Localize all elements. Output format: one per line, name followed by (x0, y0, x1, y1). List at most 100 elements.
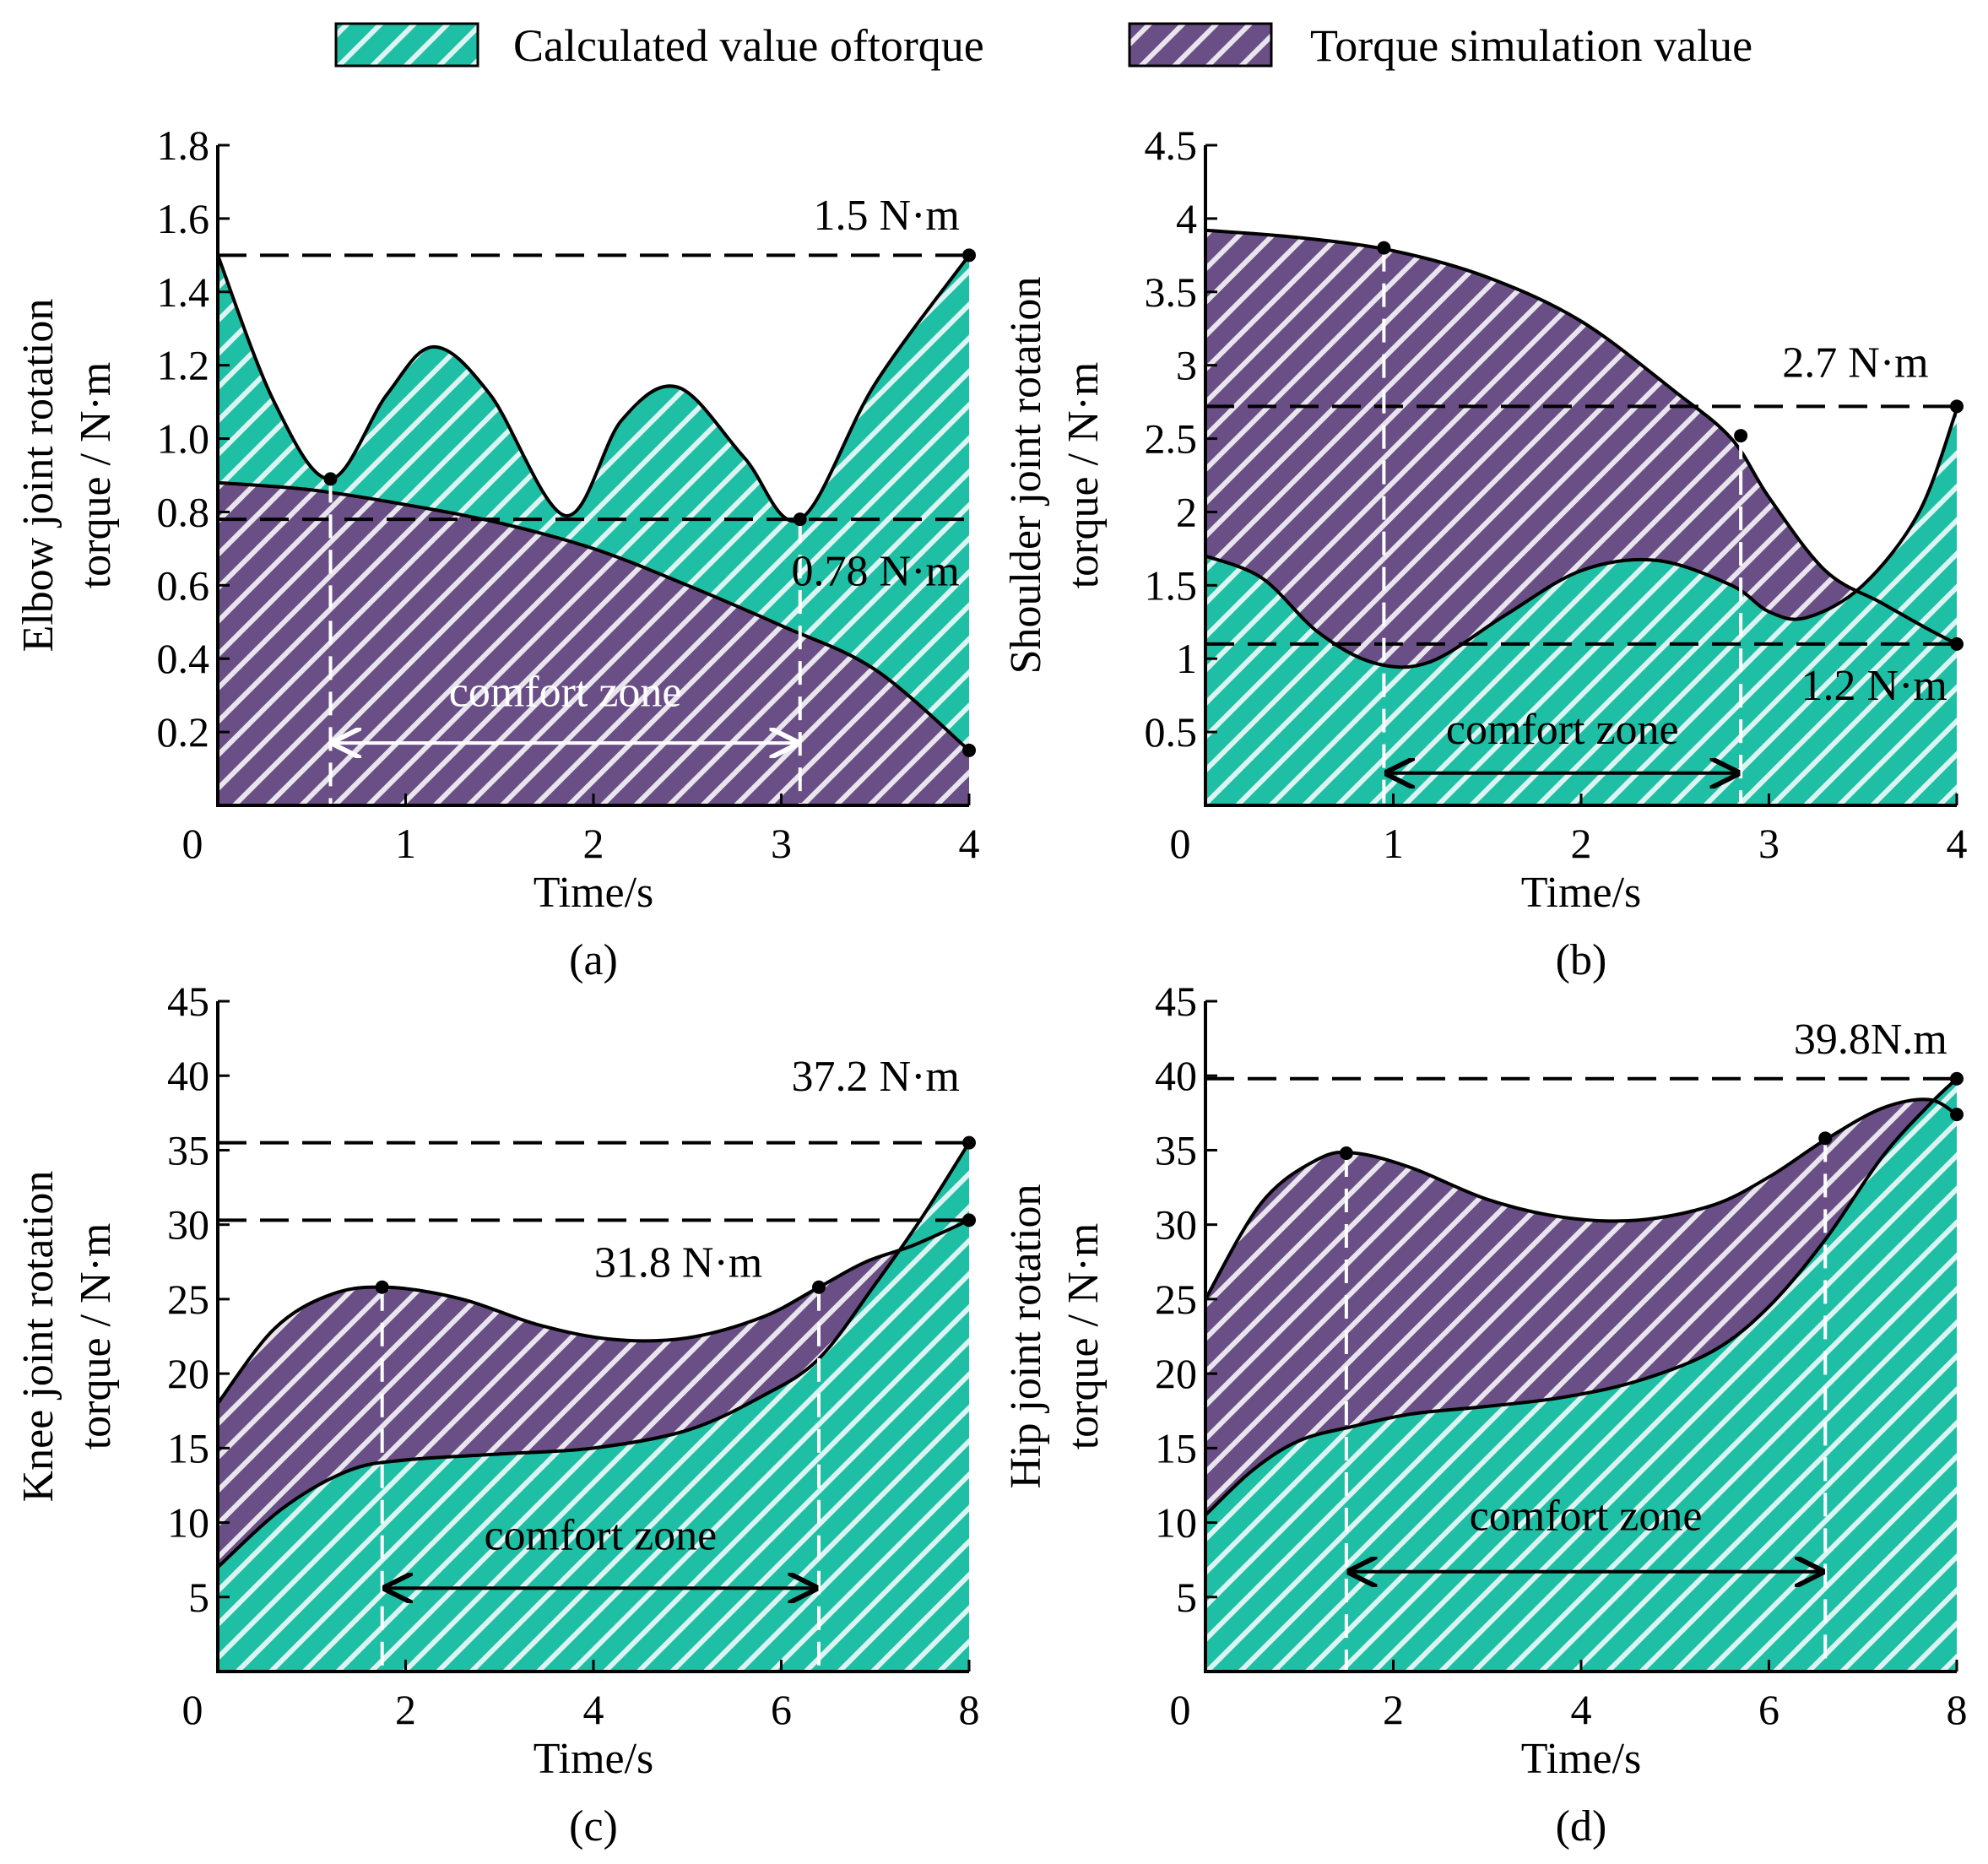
x-tick-label-4: 8 (959, 1686, 980, 1733)
x-axis-label: Time/s (534, 869, 654, 917)
series-line-1 (217, 480, 971, 752)
x-tick-label-1: 2 (395, 1686, 416, 1733)
area-fill-series-1 (1205, 1078, 1957, 1672)
y-tick-label-0: 0.5 (1145, 708, 1198, 756)
y-axis-label-line-1: Elbow joint rotation (14, 299, 62, 653)
y-tick-label-3: 20 (1155, 1350, 1197, 1397)
y-tick-label-7: 4 (1176, 195, 1197, 242)
subfigure-label: (a) (569, 936, 618, 984)
y-tick-label-3: 0.8 (157, 488, 210, 535)
x-tick-label-1: 1 (395, 820, 416, 867)
x-tick-label-0: 0 (182, 1686, 203, 1733)
series-line-1 (1204, 1077, 1958, 1517)
x-tick-label-3: 3 (771, 820, 792, 867)
series-line-0 (1205, 228, 1958, 646)
y-tick-label-1: 1 (1176, 635, 1197, 682)
annotation-label-0: 2.7 N·m (1782, 339, 1928, 387)
area-fill-series-1 (218, 1142, 969, 1672)
data-point-marker-3 (962, 743, 976, 757)
y-tick-label-2: 15 (1155, 1424, 1197, 1471)
x-tick-label-4: 4 (1947, 820, 1968, 867)
data-point-marker-2 (1950, 399, 1964, 414)
y-tick-label-6: 3.5 (1145, 268, 1198, 316)
x-axis-label: Time/s (1521, 1735, 1642, 1783)
y-tick-label-8: 4.5 (1145, 122, 1198, 169)
y-tick-label-4: 1.0 (157, 415, 210, 463)
annotation-label-0: 1.5 N·m (814, 192, 960, 240)
annotation-label-1: 1.2 N·m (1801, 662, 1947, 710)
x-tick-label-3: 6 (1758, 1686, 1779, 1733)
y-tick-label-6: 1.4 (157, 268, 210, 316)
y-tick-label-2: 15 (167, 1424, 209, 1471)
y-tick-label-2: 1.5 (1145, 561, 1198, 609)
data-point-marker-1 (793, 512, 807, 527)
data-point-marker-2 (962, 1135, 976, 1150)
data-point-marker-3 (1950, 1108, 1964, 1122)
x-axis-label: Time/s (1521, 869, 1642, 917)
y-tick-label-3: 2 (1176, 488, 1197, 535)
data-point-marker-2 (962, 248, 976, 263)
y-tick-label-8: 45 (167, 978, 209, 1025)
y-axis-label-line-1: Knee joint rotation (14, 1171, 62, 1503)
y-tick-label-5: 30 (167, 1201, 209, 1249)
data-point-marker-2 (1950, 1071, 1964, 1086)
series-line-1 (216, 1141, 971, 1569)
y-tick-label-2: 0.6 (157, 561, 210, 609)
panel-a: comfort zone 1.5 N·m 0.78 N·m 0.2 0.4 0.6 0.8 1… (14, 122, 980, 984)
x-tick-label-4: 8 (1947, 1686, 1968, 1733)
y-tick-label-5: 1.2 (157, 342, 210, 389)
legend-swatch-calculated (334, 22, 479, 68)
data-point-marker-1 (1734, 429, 1748, 443)
legend: Calculated value oftorque Torque simulat… (334, 20, 1752, 71)
x-tick-label-4: 4 (959, 820, 980, 867)
y-axis-label-line-2: torque / N·m (72, 362, 120, 589)
legend-label-calculated: Calculated value oftorque (513, 20, 984, 71)
area-fill-series-1 (1205, 409, 1957, 805)
y-tick-label-6: 35 (167, 1126, 209, 1173)
legend-label-simulation: Torque simulation value (1310, 20, 1752, 71)
annotation-label-1: 0.78 N·m (792, 547, 960, 595)
comfort-zone-label: comfort zone (1446, 706, 1679, 754)
y-tick-label-0: 0.2 (157, 708, 210, 756)
x-tick-label-1: 1 (1383, 820, 1404, 867)
y-tick-label-7: 40 (167, 1052, 209, 1099)
x-tick-label-2: 2 (583, 820, 604, 867)
comfort-zone-label: comfort zone (1470, 1492, 1703, 1540)
y-tick-label-7: 1.6 (157, 195, 210, 242)
annotation-label-0: 37.2 N·m (792, 1053, 960, 1101)
panel-b: comfort zone 2.7 N·m 1.2 N·m 0.5 1 1.5 2 2.5 3 3.… (1002, 122, 1968, 984)
x-tick-label-2: 2 (1571, 820, 1592, 867)
x-tick-label-2: 4 (1571, 1686, 1592, 1733)
y-tick-label-0: 5 (188, 1574, 209, 1621)
y-axis-label-line-2: torque / N·m (1059, 362, 1108, 589)
comfort-zone-label: comfort zone (449, 669, 682, 717)
y-axis-label-line-1: Shoulder joint rotation (1002, 277, 1050, 675)
x-tick-label-1: 2 (1383, 1686, 1404, 1733)
x-tick-label-0: 0 (182, 820, 203, 867)
subfigure-label: (d) (1556, 1802, 1607, 1850)
x-tick-label-0: 0 (1170, 1686, 1191, 1733)
y-tick-label-3: 20 (167, 1350, 209, 1397)
x-tick-label-3: 6 (771, 1686, 792, 1733)
subfigure-label: (b) (1556, 936, 1607, 984)
x-axis-label: Time/s (534, 1735, 654, 1783)
y-axis-label-line-2: torque / N·m (1059, 1223, 1108, 1450)
panel-d: comfort zone 39.8N.m 5 10 15 20 25 30 35 40 45 0 2 4 6… (1002, 978, 1968, 1850)
y-tick-label-0: 5 (1176, 1574, 1197, 1621)
y-tick-label-1: 0.4 (157, 635, 210, 682)
data-point-marker-3 (1950, 637, 1964, 651)
legend-swatch-simulation (1128, 22, 1273, 68)
annotation-label-0: 39.8N.m (1794, 1016, 1947, 1064)
y-tick-label-4: 25 (1155, 1276, 1197, 1323)
y-tick-label-5: 3 (1176, 342, 1197, 389)
y-tick-label-1: 10 (167, 1499, 209, 1547)
series-line-0 (1204, 1097, 1958, 1300)
y-tick-label-8: 45 (1155, 978, 1197, 1025)
data-point-marker-0 (323, 472, 338, 486)
y-tick-label-5: 30 (1155, 1201, 1197, 1249)
series-line-0 (216, 1218, 970, 1405)
subfigure-label: (c) (569, 1802, 618, 1850)
data-point-marker-1 (1818, 1131, 1833, 1146)
data-point-marker-1 (812, 1280, 826, 1294)
